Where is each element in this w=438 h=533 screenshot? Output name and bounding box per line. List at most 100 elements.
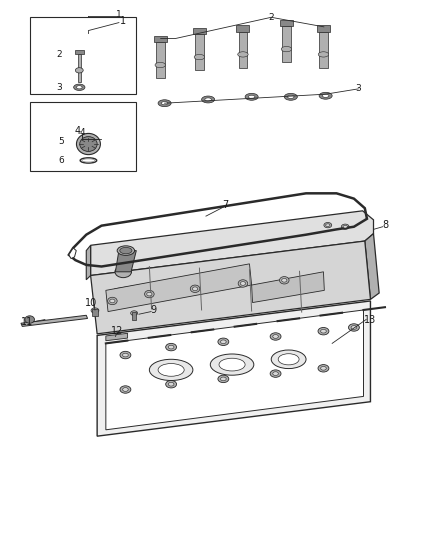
Polygon shape	[91, 211, 374, 276]
Ellipse shape	[149, 359, 193, 381]
Text: 13: 13	[364, 314, 377, 325]
Polygon shape	[319, 31, 328, 68]
Text: 3: 3	[355, 84, 361, 93]
Ellipse shape	[219, 358, 245, 371]
Ellipse shape	[158, 100, 171, 107]
Ellipse shape	[238, 280, 248, 287]
Ellipse shape	[91, 308, 99, 313]
Ellipse shape	[123, 353, 128, 357]
Ellipse shape	[168, 382, 174, 386]
Ellipse shape	[288, 95, 294, 99]
Ellipse shape	[270, 370, 281, 377]
Ellipse shape	[108, 297, 117, 305]
Ellipse shape	[192, 287, 198, 290]
Ellipse shape	[147, 292, 152, 296]
Ellipse shape	[343, 225, 347, 228]
Polygon shape	[195, 34, 204, 70]
Polygon shape	[69, 248, 76, 259]
Ellipse shape	[321, 367, 326, 370]
Bar	[30, 102, 136, 171]
Polygon shape	[317, 25, 330, 31]
Ellipse shape	[282, 278, 287, 282]
Polygon shape	[239, 31, 247, 68]
Ellipse shape	[145, 290, 154, 298]
Ellipse shape	[240, 281, 246, 285]
Polygon shape	[115, 278, 182, 295]
Text: 10: 10	[85, 297, 98, 308]
Polygon shape	[132, 312, 136, 319]
Ellipse shape	[218, 375, 229, 383]
Ellipse shape	[245, 93, 258, 100]
Ellipse shape	[205, 98, 212, 101]
Polygon shape	[237, 25, 250, 31]
Ellipse shape	[322, 94, 329, 98]
Polygon shape	[106, 333, 127, 341]
Ellipse shape	[123, 387, 128, 391]
Ellipse shape	[324, 222, 332, 228]
Ellipse shape	[341, 224, 349, 229]
Text: 1: 1	[120, 16, 126, 26]
Ellipse shape	[201, 96, 215, 103]
Ellipse shape	[155, 62, 166, 68]
Polygon shape	[91, 241, 371, 334]
Ellipse shape	[220, 340, 226, 344]
Ellipse shape	[279, 277, 289, 284]
Ellipse shape	[248, 95, 255, 99]
Ellipse shape	[273, 335, 279, 338]
Ellipse shape	[25, 316, 35, 323]
Polygon shape	[92, 310, 98, 316]
Ellipse shape	[238, 52, 248, 57]
Ellipse shape	[218, 338, 229, 345]
Polygon shape	[282, 26, 291, 62]
Polygon shape	[365, 233, 379, 300]
Ellipse shape	[161, 102, 168, 105]
Ellipse shape	[210, 354, 254, 375]
Ellipse shape	[220, 377, 226, 381]
Ellipse shape	[270, 333, 281, 340]
Ellipse shape	[120, 386, 131, 393]
Ellipse shape	[281, 46, 292, 52]
Ellipse shape	[166, 381, 177, 388]
Ellipse shape	[319, 92, 332, 99]
Polygon shape	[86, 245, 91, 280]
Ellipse shape	[110, 299, 115, 303]
Ellipse shape	[318, 327, 329, 335]
Ellipse shape	[318, 52, 328, 57]
Ellipse shape	[273, 372, 279, 375]
Ellipse shape	[351, 326, 357, 329]
Polygon shape	[78, 54, 81, 82]
Polygon shape	[193, 28, 206, 34]
Text: 11: 11	[21, 317, 33, 327]
Text: 12: 12	[111, 326, 124, 336]
Ellipse shape	[318, 365, 329, 372]
Ellipse shape	[75, 68, 83, 73]
Polygon shape	[156, 42, 165, 78]
Ellipse shape	[131, 311, 138, 316]
Ellipse shape	[168, 345, 174, 349]
Polygon shape	[116, 251, 136, 272]
Text: 1: 1	[116, 10, 122, 19]
Text: 8: 8	[383, 220, 389, 230]
Ellipse shape	[77, 86, 82, 89]
Text: 6: 6	[58, 156, 64, 165]
Ellipse shape	[271, 350, 306, 368]
Text: 2: 2	[57, 50, 62, 59]
Text: 9: 9	[151, 305, 157, 315]
Ellipse shape	[284, 93, 297, 100]
Ellipse shape	[321, 329, 326, 333]
Text: 4: 4	[79, 128, 85, 137]
Polygon shape	[97, 301, 371, 436]
Polygon shape	[21, 316, 88, 326]
Ellipse shape	[115, 266, 131, 278]
Ellipse shape	[120, 351, 131, 359]
Polygon shape	[154, 36, 167, 42]
Ellipse shape	[166, 343, 177, 351]
Ellipse shape	[117, 246, 134, 255]
Polygon shape	[74, 50, 84, 54]
Text: 2: 2	[268, 13, 274, 22]
Ellipse shape	[80, 136, 97, 151]
Ellipse shape	[190, 285, 200, 293]
Ellipse shape	[158, 364, 184, 376]
Polygon shape	[280, 20, 293, 26]
Ellipse shape	[278, 354, 299, 365]
